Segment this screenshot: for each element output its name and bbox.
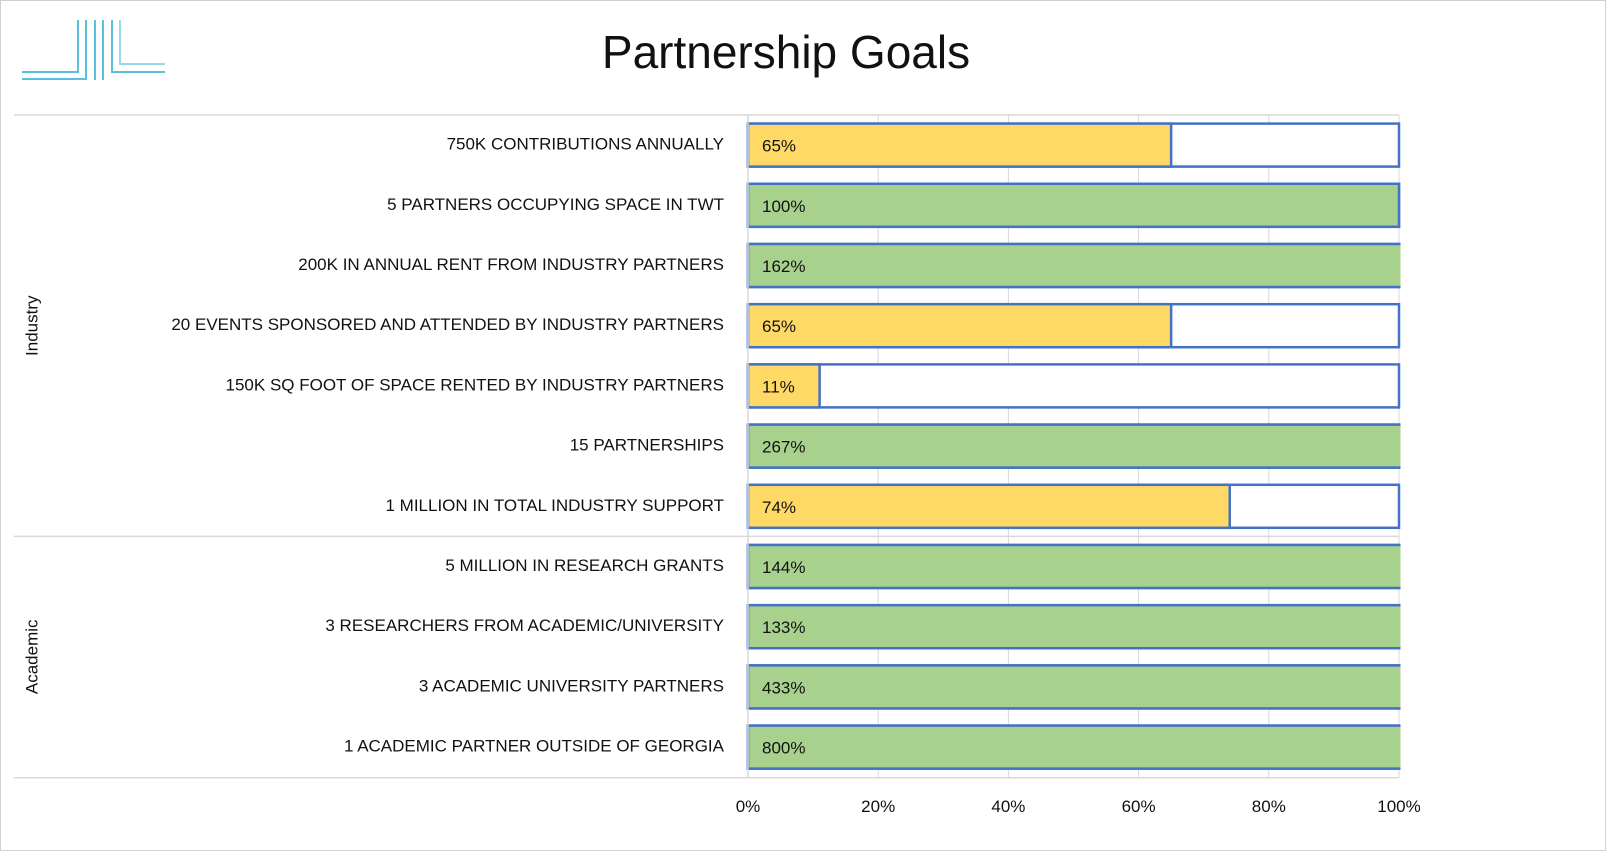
bar bbox=[746, 603, 1401, 650]
y-tick-label: 3 ACADEMIC UNIVERSITY PARTNERS bbox=[419, 676, 724, 695]
group-label: Industry bbox=[22, 295, 41, 356]
y-tick-label: 1 MILLION IN TOTAL INDUSTRY SUPPORT bbox=[385, 496, 724, 515]
y-tick-label: 15 PARTNERSHIPS bbox=[570, 436, 724, 455]
y-tick-label: 5 PARTNERS OCCUPYING SPACE IN TWT bbox=[387, 195, 724, 214]
bar bbox=[746, 664, 1401, 710]
data-label: 433% bbox=[762, 678, 805, 697]
bar bbox=[746, 302, 1173, 349]
data-label: 800% bbox=[762, 739, 805, 758]
target-box bbox=[746, 363, 1401, 409]
data-label: 65% bbox=[762, 137, 796, 156]
y-tick-label: 5 MILLION IN RESEARCH GRANTS bbox=[445, 556, 724, 575]
logo bbox=[22, 20, 165, 80]
bars bbox=[746, 122, 1401, 770]
chart-title: Partnership Goals bbox=[602, 26, 970, 78]
data-label: 133% bbox=[762, 618, 805, 637]
x-tick-label: 60% bbox=[1122, 797, 1156, 816]
bar bbox=[746, 182, 1401, 229]
data-label: 267% bbox=[762, 438, 805, 457]
group-label: Academic bbox=[22, 619, 41, 694]
data-label: 74% bbox=[762, 498, 796, 517]
x-tick-label: 80% bbox=[1252, 797, 1286, 816]
data-label: 162% bbox=[762, 257, 805, 276]
y-tick-label: 1 ACADEMIC PARTNER OUTSIDE OF GEORGIA bbox=[344, 737, 725, 756]
bar bbox=[746, 543, 1401, 590]
bar bbox=[746, 122, 1173, 168]
data-label: 11% bbox=[762, 377, 795, 396]
bar bbox=[746, 483, 1231, 530]
data-label: 65% bbox=[762, 317, 796, 336]
x-tick-label: 100% bbox=[1377, 797, 1420, 816]
x-tick-label: 40% bbox=[991, 797, 1025, 816]
y-tick-label: 750K CONTRIBUTIONS ANNUALLY bbox=[447, 135, 724, 154]
y-tick-label: 150K SQ FOOT OF SPACE RENTED BY INDUSTRY… bbox=[226, 375, 724, 394]
x-tick-label: 20% bbox=[861, 797, 895, 816]
data-label: 144% bbox=[762, 558, 805, 577]
x-tick-label: 0% bbox=[736, 797, 761, 816]
y-tick-label: 20 EVENTS SPONSORED AND ATTENDED BY INDU… bbox=[171, 315, 724, 334]
y-tick-label: 3 RESEARCHERS FROM ACADEMIC/UNIVERSITY bbox=[325, 616, 724, 635]
y-tick-label: 200K IN ANNUAL RENT FROM INDUSTRY PARTNE… bbox=[298, 255, 724, 274]
data-label: 100% bbox=[762, 197, 805, 216]
